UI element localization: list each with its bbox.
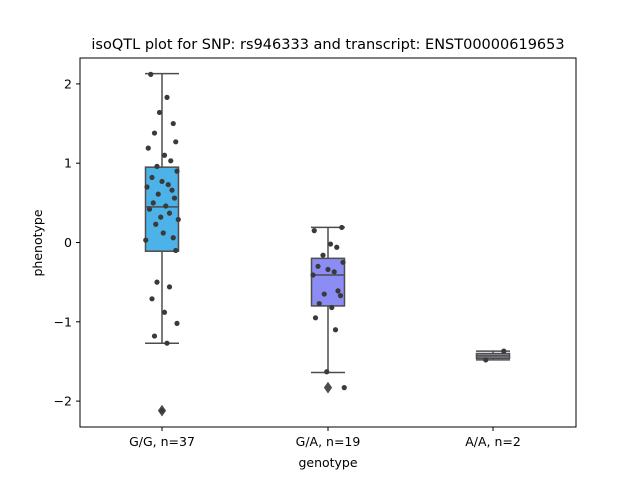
data-point [161, 152, 168, 158]
outlier-marker [323, 381, 333, 394]
data-point [174, 320, 180, 326]
data-point [501, 348, 507, 354]
data-point [155, 191, 161, 197]
data-point [310, 272, 316, 278]
data-point [341, 385, 347, 391]
data-point [163, 203, 169, 209]
data-point [340, 259, 346, 265]
data-point [165, 182, 171, 188]
y-tick-label: 2 [64, 76, 72, 91]
y-tick-label: −1 [54, 314, 72, 329]
data-point [334, 244, 340, 250]
data-point [168, 158, 174, 164]
x-axis-label: genotype [298, 455, 357, 470]
data-point [153, 221, 159, 227]
data-point [164, 340, 170, 346]
x-tick-label: G/A, n=19 [296, 434, 361, 449]
x-axis: G/G, n=37 G/A, n=19 A/A, n=2 [129, 427, 521, 449]
data-point [151, 333, 158, 339]
data-point [166, 210, 173, 216]
data-point [173, 139, 179, 145]
chart-title: isoQTL plot for SNP: rs946333 and transc… [91, 37, 564, 53]
data-point [154, 163, 160, 169]
y-tick-label: 0 [64, 235, 72, 250]
data-point [156, 109, 163, 116]
data-point [169, 187, 175, 193]
data-point [173, 247, 179, 254]
x-tick-label: G/G, n=37 [129, 434, 195, 449]
data-point [158, 214, 164, 220]
data-point [170, 235, 176, 241]
data-point [148, 71, 154, 77]
data-point [171, 195, 178, 201]
data-point [315, 263, 321, 269]
data-point [150, 200, 156, 206]
data-point [149, 174, 155, 181]
data-point [332, 327, 339, 333]
data-point [146, 206, 153, 212]
data-point [324, 369, 330, 375]
data-point [159, 408, 165, 414]
data-point [143, 237, 149, 243]
box-group [475, 348, 511, 363]
y-tick-label: −2 [54, 394, 72, 409]
data-point [339, 224, 345, 231]
data-point [483, 357, 489, 363]
y-axis-label: phenotype [30, 209, 45, 276]
data-point [174, 168, 180, 174]
box-group [310, 224, 347, 394]
data-point [175, 216, 181, 223]
y-tick-label: 1 [64, 156, 72, 171]
data-point [161, 309, 168, 315]
data-point [327, 241, 334, 247]
data-point [320, 252, 326, 258]
data-point [166, 284, 173, 290]
data-point [170, 120, 176, 127]
plot-area [143, 71, 511, 417]
data-point [159, 178, 165, 185]
data-point [316, 300, 322, 307]
data-point [160, 230, 166, 236]
x-tick-label: A/A, n=2 [465, 434, 521, 449]
data-point [151, 130, 158, 136]
box-group [143, 71, 181, 417]
data-point [312, 315, 319, 321]
data-point [325, 266, 331, 273]
data-point [335, 288, 341, 294]
data-point [321, 291, 327, 297]
data-point [145, 145, 151, 151]
data-point [331, 269, 337, 275]
data-point [144, 184, 150, 190]
data-point [311, 228, 317, 234]
data-point [329, 304, 335, 311]
data-point [149, 296, 155, 302]
data-point [337, 293, 344, 299]
y-axis: −2 −1 0 1 2 [54, 76, 80, 409]
data-point [164, 94, 170, 100]
data-point [154, 279, 160, 285]
